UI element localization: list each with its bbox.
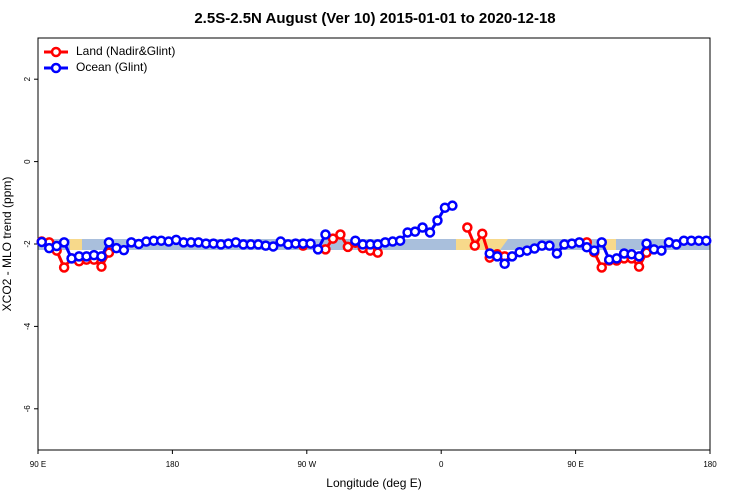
point <box>656 245 667 256</box>
point <box>462 222 473 233</box>
point <box>335 229 346 240</box>
land-band <box>456 239 508 250</box>
point <box>320 229 331 240</box>
point <box>447 200 458 211</box>
point <box>409 226 421 237</box>
x-tick-label: 0 <box>439 460 444 469</box>
point <box>611 253 622 264</box>
point <box>491 251 503 262</box>
point <box>58 262 70 273</box>
point <box>305 238 316 249</box>
series <box>36 200 712 270</box>
legend-label: Ocean (Glint) <box>76 60 147 74</box>
legend-label: Land (Nadir&Glint) <box>76 44 175 58</box>
legend: Land (Nadir&Glint) Ocean (Glint) <box>44 44 175 74</box>
point <box>424 227 436 238</box>
point <box>589 245 600 256</box>
point <box>641 238 652 249</box>
point <box>58 237 70 248</box>
point <box>499 258 510 270</box>
point <box>477 228 488 239</box>
y-tick-label: 2 <box>23 76 32 81</box>
point <box>96 251 107 262</box>
x-tick-label: 90 E <box>30 460 46 469</box>
x-axis-label: Longitude (deg E) <box>326 476 421 490</box>
point <box>36 236 47 248</box>
point <box>701 235 712 246</box>
point <box>417 222 428 233</box>
land-band <box>70 239 82 250</box>
point <box>633 251 645 262</box>
x-tick-label: 180 <box>703 460 717 469</box>
point <box>574 237 585 248</box>
point <box>327 233 339 244</box>
point <box>372 247 383 258</box>
point <box>432 215 443 226</box>
point <box>103 237 115 248</box>
x-tick-label: 180 <box>166 460 180 469</box>
legend-marker <box>50 62 62 74</box>
point <box>96 261 107 272</box>
point <box>596 237 607 248</box>
point <box>312 244 324 255</box>
point <box>342 241 354 253</box>
land-band <box>604 239 616 250</box>
point <box>551 248 563 259</box>
x-tick-label: 90 W <box>297 460 316 469</box>
point <box>506 251 518 262</box>
point <box>596 262 607 273</box>
y-axis-label: XCO2 - MLO trend (ppm) <box>0 177 14 312</box>
y-tick-label: 0 <box>23 159 32 164</box>
point <box>544 240 555 251</box>
point <box>394 235 406 246</box>
legend-marker <box>50 46 62 58</box>
point <box>118 244 130 256</box>
y-tick-label: -4 <box>23 322 32 330</box>
point <box>469 240 481 251</box>
point <box>267 241 279 252</box>
y-tick-label: -6 <box>23 405 32 413</box>
point <box>633 261 645 272</box>
y-tick-label: -2 <box>23 240 32 248</box>
x-tick-label: 90 E <box>567 460 583 469</box>
chart-title: 2.5S-2.5N August (Ver 10) 2015-01-01 to … <box>194 10 555 27</box>
